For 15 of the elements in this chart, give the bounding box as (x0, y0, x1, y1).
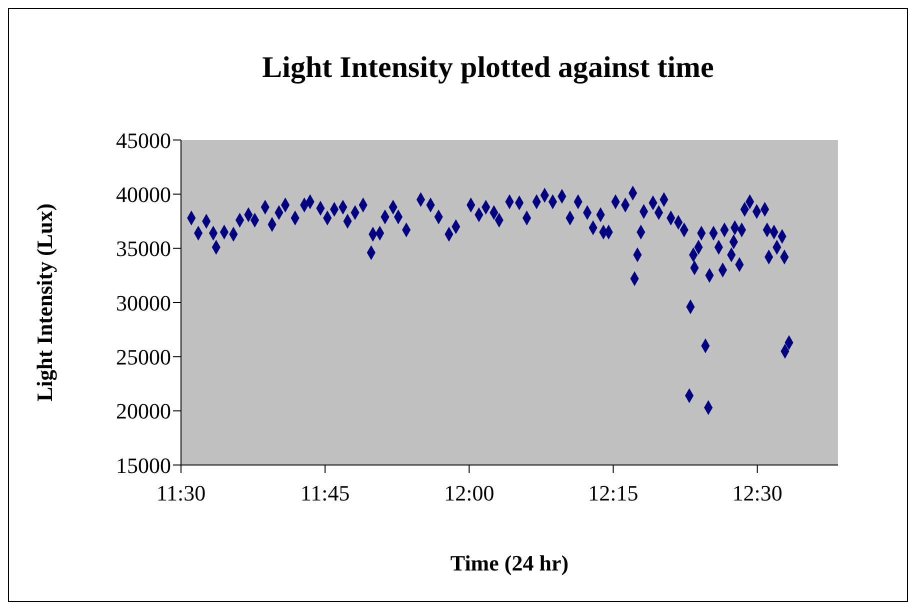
x-tick-label: 12:15 (588, 480, 638, 506)
y-axis-title: Light Intensity (Lux) (32, 203, 57, 402)
y-tick-label: 35000 (116, 236, 171, 262)
x-axis-title: Time (24 hr) (450, 550, 569, 576)
chart-title: Light Intensity plotted against time (261, 51, 715, 85)
x-tick-label: 11:45 (300, 480, 350, 506)
x-tick-label: 12:00 (444, 480, 494, 506)
y-tick-label: 40000 (116, 182, 171, 207)
x-tick-label: 12:30 (732, 480, 782, 506)
x-tick-label: 11:30 (156, 480, 206, 506)
y-tick-label: 15000 (116, 452, 171, 478)
y-tick-label: 45000 (116, 128, 171, 153)
y-tick-label: 25000 (116, 344, 171, 370)
y-tick-label: 30000 (116, 290, 171, 316)
y-tick-label: 20000 (116, 398, 171, 424)
